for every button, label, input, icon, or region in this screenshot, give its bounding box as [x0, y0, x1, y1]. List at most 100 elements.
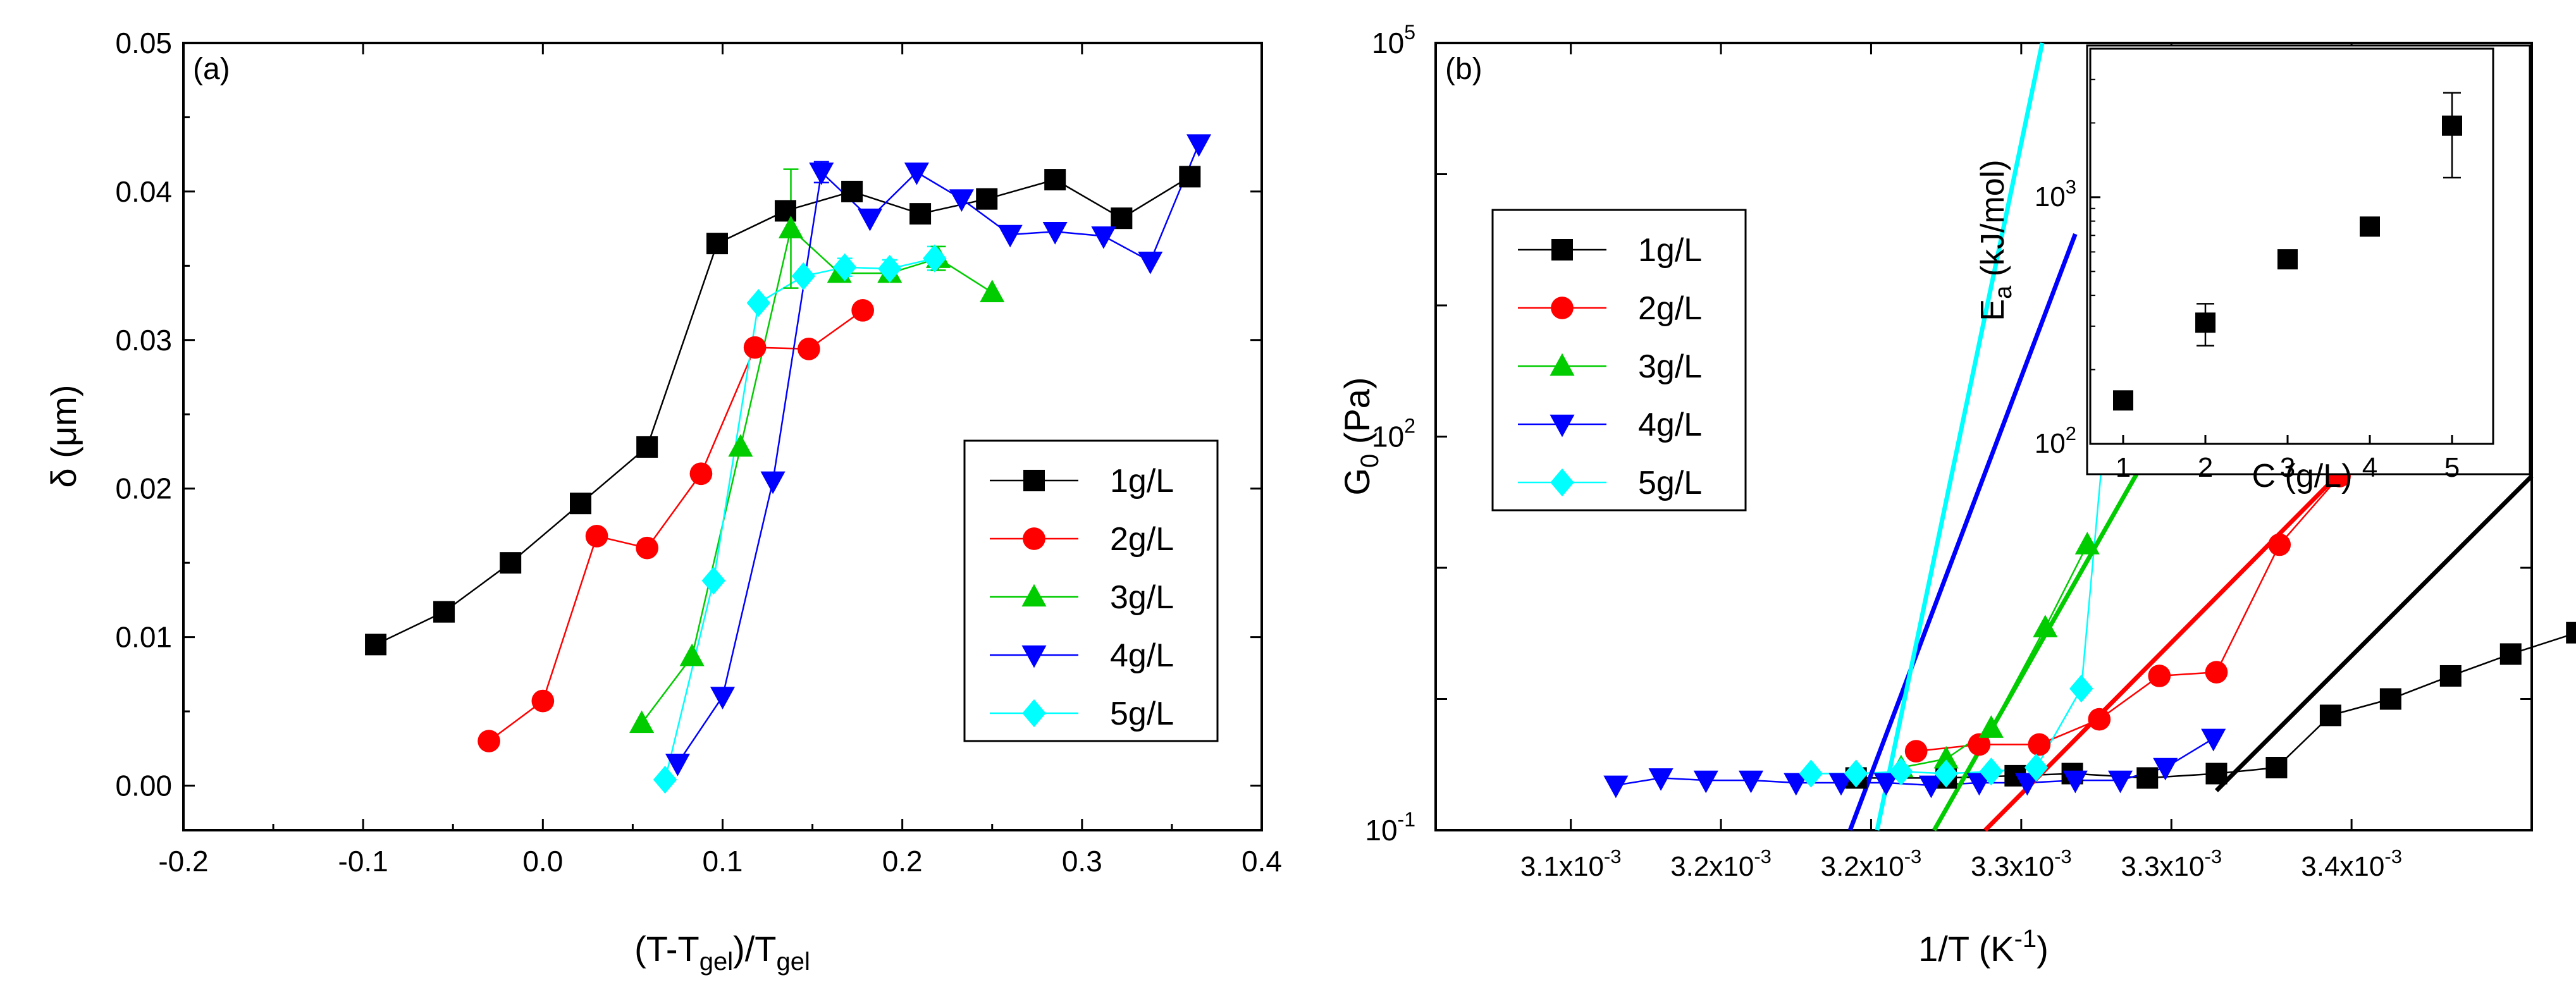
- panel-b-fit-line: [1847, 233, 2078, 831]
- panel-a-data-point: [636, 536, 658, 560]
- panel-a-y-tick-label: 0.00: [115, 769, 172, 802]
- panel-b-y-title-main: G: [1337, 468, 1377, 496]
- panel-b-data-point: [1918, 775, 1944, 799]
- panel-b-x-tick-label: 3.3x10-3: [1971, 845, 2072, 882]
- panel-a-label: (a): [193, 52, 230, 86]
- panel-a-data-point: [904, 162, 929, 185]
- panel-a-x-tick-label: 0.1: [703, 845, 743, 878]
- panel-b-fit-line: [1932, 464, 2143, 831]
- panel-a: (a) -0.2 -0.1 0.0 0.1 0.2 0.3 0.4 0.00 0.01 0.02…: [44, 27, 1282, 976]
- panel-b-data-point: [1933, 745, 1959, 769]
- panel-a-legend-marker: [1021, 584, 1047, 607]
- panel-b-legend-label: 1g/L: [1638, 232, 1702, 269]
- panel-b-x-tick-label: 3.2x10-3: [1670, 845, 1772, 882]
- panel-b-legend-label: 5g/L: [1638, 465, 1702, 501]
- panel-b-x-tick-label: 3.2x10-3: [1821, 845, 1922, 882]
- panel-a-legend-marker: [1021, 645, 1047, 668]
- panel-a-x-tick-label: -0.1: [338, 845, 388, 878]
- panel-b-data-point: [1978, 715, 2004, 738]
- panel-a-data-point: [1042, 222, 1068, 245]
- inset-x-tick-label: 2: [2198, 452, 2213, 483]
- panel-b-legend-marker: [1550, 414, 1575, 438]
- panel-b-legend-label: 2g/L: [1638, 290, 1702, 327]
- panel-b: (b) 3.1x10-3 3.2x10-3 3.2x10-3 3.3x10-3 3.3x…: [1337, 21, 2576, 969]
- panel-b-y-ticks: 10-1 102 105: [1365, 21, 2532, 847]
- panel-a-legend-label: 3g/L: [1110, 579, 1174, 616]
- panel-b-data-point: [1844, 759, 1868, 788]
- panel-a-data-point: [629, 710, 655, 733]
- panel-a-data-point: [679, 643, 705, 666]
- inset-y-ticks: 102 103: [2035, 78, 2100, 459]
- panel-b-legend: 1g/L 2g/L 3g/L 4g/L 5g/L: [1491, 209, 1747, 512]
- panel-a-data-point: [478, 730, 500, 752]
- panel-a-x-tick-label: -0.2: [158, 845, 208, 878]
- panel-b-data-point: [2107, 770, 2133, 794]
- panel-a-legend-label: 1g/L: [1110, 463, 1174, 500]
- inset-y-title-main: E: [1975, 299, 2011, 321]
- inset-data-point: [2360, 216, 2380, 237]
- panel-a-data-point: [665, 753, 691, 776]
- panel-b-data-point: [1904, 740, 1928, 763]
- panel-a-data-point: [1091, 226, 1116, 249]
- panel-a-data-point: [706, 233, 728, 255]
- panel-b-data-point: [2088, 708, 2111, 731]
- panel-a-data-point: [1186, 134, 1212, 157]
- panel-a-data-point: [760, 471, 786, 494]
- panel-b-x-tick-label: 3.4x10-3: [2301, 845, 2402, 882]
- panel-a-x-title-part2: )/T: [733, 929, 776, 969]
- panel-a-data-point: [1138, 252, 1163, 274]
- panel-b-fit-line: [1875, 42, 2045, 831]
- panel-a-data-point: [976, 188, 998, 210]
- panel-a-data-point: [798, 338, 820, 360]
- panel-b-legend-label: 4g/L: [1638, 407, 1702, 443]
- panel-a-legend-label: 2g/L: [1110, 521, 1174, 558]
- panel-b-data-point: [2205, 661, 2228, 684]
- panel-b-data-point: [1828, 773, 1854, 796]
- inset-markers: [2113, 115, 2462, 411]
- panel-a-x-tick-label: 0.0: [522, 845, 563, 878]
- inset-x-tick-label: 3: [2280, 452, 2295, 483]
- panel-b-data-point: [2319, 704, 2341, 726]
- panel-a-data-point: [1044, 169, 1066, 191]
- panel-b-data-point: [1889, 757, 1913, 786]
- panel-a-data-point: [746, 288, 771, 317]
- panel-a-x-title-part1: (T-T: [634, 929, 699, 969]
- inset-y-tick-label: 103: [2035, 176, 2076, 212]
- panel-b-x-title-sup: -1: [2014, 925, 2037, 953]
- panel-b-legend-box: [1491, 209, 1747, 512]
- panel-b-data-point: [2069, 674, 2093, 703]
- panel-b-data-point: [2148, 665, 2171, 687]
- panel-b-data-point: [2268, 533, 2291, 556]
- panel-b-data-point: [1873, 773, 1899, 796]
- panel-a-y-axis-title-text: δ (μm): [44, 385, 83, 488]
- panel-b-data-point: [1738, 770, 1764, 794]
- panel-a-x-ticks: -0.2 -0.1 0.0 0.1 0.2 0.3 0.4: [158, 43, 1282, 878]
- panel-a-data-point: [949, 189, 974, 212]
- inset-data-point: [2195, 312, 2215, 333]
- panel-a-legend-marker: [1023, 470, 1045, 491]
- inset-x-tick-label: 4: [2362, 452, 2377, 483]
- panel-b-x-tick-label: 3.3x10-3: [2121, 845, 2222, 882]
- panel-b-x-ticks: 3.1x10-3 3.2x10-3 3.2x10-3 3.3x10-3 3.3x10-3…: [1520, 43, 2402, 882]
- inset-outer-frame: [2086, 44, 2531, 475]
- inset-data-point: [2277, 249, 2298, 270]
- inset-data-point: [2442, 115, 2462, 136]
- panel-a-data-point: [1179, 166, 1201, 188]
- panel-a-data-point: [365, 634, 387, 656]
- panel-a-data-point: [433, 601, 455, 623]
- panel-b-data-point: [1693, 770, 1718, 794]
- panel-a-markers: [365, 134, 1212, 794]
- inset-y-title-end: (kJ/mol): [1975, 159, 2011, 285]
- panel-b-data-point: [2205, 763, 2228, 785]
- panel-a-data-point: [500, 552, 522, 574]
- panel-a-data-point: [851, 298, 874, 322]
- panel-a-y-tick-label: 0.01: [115, 621, 172, 654]
- panel-b-data-point: [1603, 775, 1629, 799]
- panel-a-data-point: [833, 253, 857, 281]
- panel-a-x-title-sub2: gel: [777, 948, 810, 976]
- panel-b-data-point: [2024, 753, 2049, 782]
- panel-b-legend-marker: [1550, 353, 1575, 376]
- inset-y-tick-label: 102: [2035, 422, 2076, 459]
- panel-b-y-axis-title: G0 (Pa): [1337, 377, 1384, 495]
